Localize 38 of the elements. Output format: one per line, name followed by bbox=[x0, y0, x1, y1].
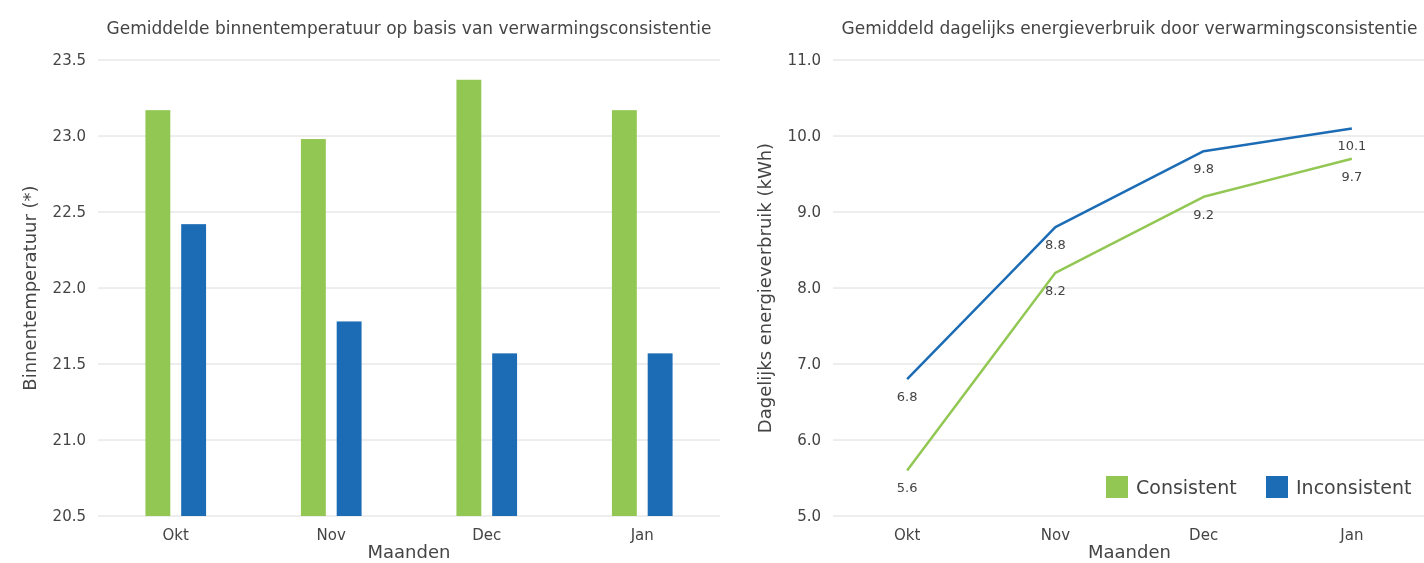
data-label: 8.8 bbox=[1045, 237, 1066, 253]
y-tick-label: 10.0 bbox=[787, 127, 821, 145]
y-tick-label: 22.5 bbox=[52, 203, 86, 221]
chart-title: Gemiddelde binnentemperatuur op basis van verwarmingsconsistentie bbox=[106, 18, 712, 38]
x-axis-title: Maanden bbox=[367, 541, 451, 562]
y-tick-label: 8.0 bbox=[797, 279, 821, 297]
y-tick-label: 7.0 bbox=[797, 355, 821, 373]
data-label: 9.7 bbox=[1341, 168, 1363, 184]
y-axis-title: Dagelijks energieverbruik (kWh) bbox=[754, 142, 775, 434]
data-label: 10.1 bbox=[1337, 138, 1367, 154]
y-tick-label: 21.5 bbox=[52, 355, 86, 373]
data-label: 8.2 bbox=[1045, 282, 1066, 298]
x-tick-label: Dec bbox=[1189, 526, 1219, 544]
x-tick-label: Dec bbox=[472, 526, 502, 544]
y-tick-label: 9.0 bbox=[797, 203, 821, 221]
y-tick-label: 21.0 bbox=[52, 431, 86, 449]
data-label: 5.6 bbox=[896, 480, 918, 496]
y-tick-label: 23.5 bbox=[52, 51, 86, 69]
x-axis-title: Maanden bbox=[1088, 541, 1171, 562]
data-label: 9.8 bbox=[1193, 161, 1214, 177]
y-axis-title: Binnentemperatuur (*) bbox=[19, 185, 40, 391]
x-tick-label: Jan bbox=[629, 526, 654, 544]
chart-title: Gemiddeld dagelijks energieverbruik door verwarmingsconsistentie bbox=[841, 18, 1418, 38]
y-tick-label: 20.5 bbox=[52, 507, 86, 525]
x-tick-label: Okt bbox=[162, 526, 190, 544]
y-tick-label: 22.0 bbox=[52, 279, 86, 297]
data-label: 9.2 bbox=[1193, 206, 1214, 222]
y-tick-label: 11.0 bbox=[787, 51, 821, 69]
y-tick-label: 23.0 bbox=[52, 127, 86, 145]
y-tick-label: 6.0 bbox=[797, 431, 821, 449]
legend-label: Consistent bbox=[1136, 476, 1237, 498]
x-tick-label: Nov bbox=[316, 526, 347, 544]
legend-label: Inconsistent bbox=[1296, 476, 1412, 498]
x-tick-label: Okt bbox=[893, 526, 921, 544]
y-tick-label: 5.0 bbox=[797, 507, 821, 525]
x-tick-label: Jan bbox=[1339, 526, 1364, 544]
x-tick-label: Nov bbox=[1040, 526, 1071, 544]
data-label: 6.8 bbox=[896, 389, 918, 405]
